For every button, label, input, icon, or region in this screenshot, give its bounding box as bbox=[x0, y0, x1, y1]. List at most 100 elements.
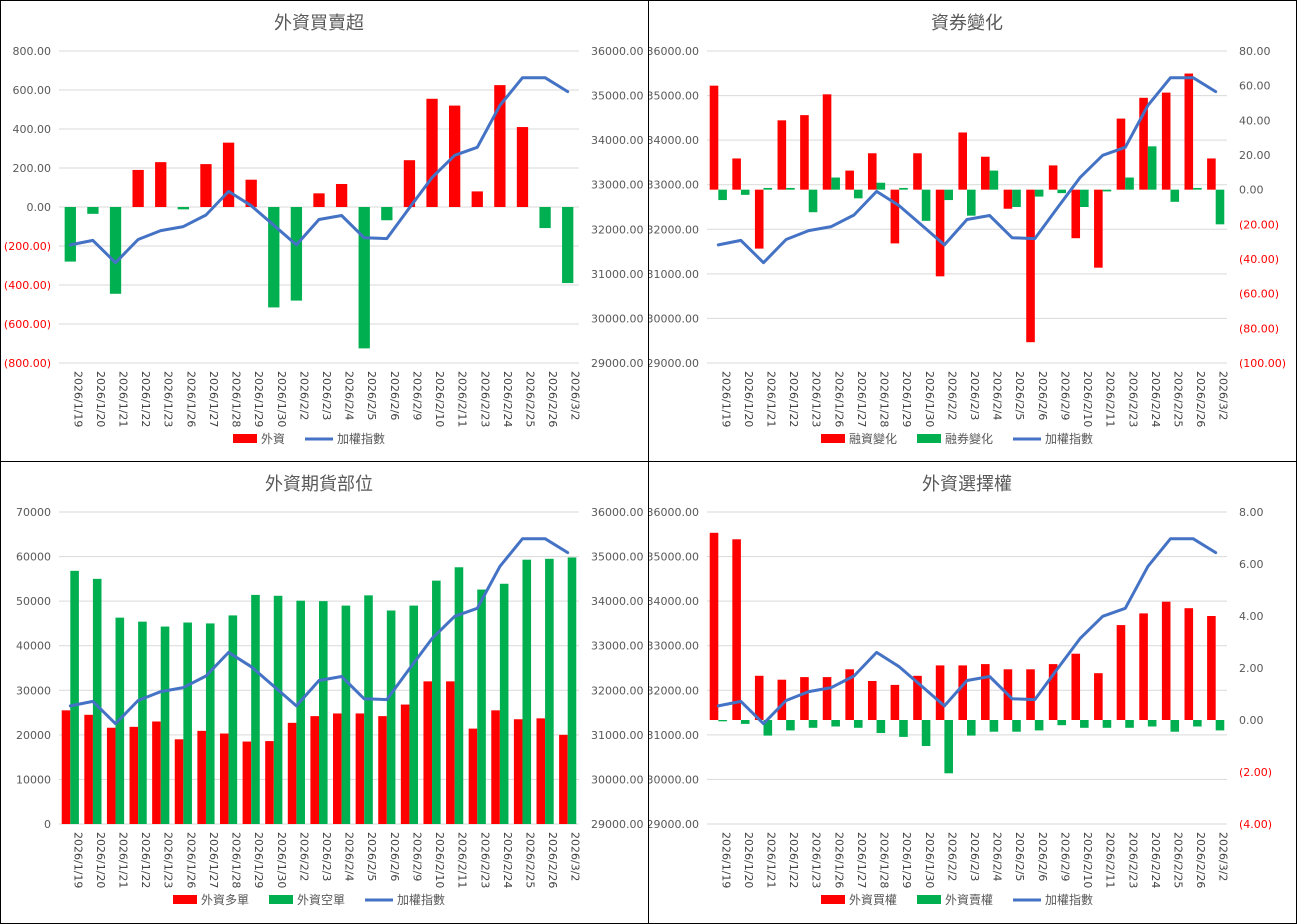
bar-融資變化 bbox=[1071, 189, 1081, 239]
bar-外資 bbox=[290, 207, 303, 301]
bar-融券變化 bbox=[1170, 189, 1180, 202]
chart-title: 外資選擇權 bbox=[922, 474, 1012, 495]
right-axis-tick-label: (4.00) bbox=[1239, 818, 1272, 831]
bar-外資買權 bbox=[709, 532, 719, 720]
category-label: 2026/2/2 bbox=[945, 371, 958, 420]
right-axis-tick-label: 2.00 bbox=[1239, 662, 1264, 675]
bar-融券變化 bbox=[944, 189, 953, 201]
legend-label: 加權指數 bbox=[337, 431, 385, 446]
category-label: 2026/2/24 bbox=[1149, 371, 1162, 427]
bar-外資多單 bbox=[197, 730, 206, 824]
category-label: 2026/1/28 bbox=[878, 832, 891, 888]
category-label: 2026/1/22 bbox=[139, 371, 152, 427]
bar-外資空單 bbox=[251, 594, 260, 824]
right-axis-tick-label: 0.00 bbox=[1239, 714, 1264, 727]
bar-融券變化 bbox=[853, 189, 863, 199]
legend-label: 外資賣權 bbox=[945, 892, 993, 907]
right-axis-tick-label: (80.00) bbox=[1239, 322, 1279, 335]
bar-融資變化 bbox=[845, 170, 854, 190]
category-label: 2026/2/23 bbox=[478, 371, 491, 427]
category-label: 2026/1/27 bbox=[207, 371, 220, 427]
category-label: 2026/2/10 bbox=[433, 371, 446, 427]
bar-外資賣權 bbox=[763, 720, 773, 736]
bar-融券變化 bbox=[1057, 189, 1067, 194]
bar-融券變化 bbox=[1012, 189, 1021, 207]
bar-外資 bbox=[222, 142, 235, 207]
chart-panel-foreign-futures: 外資期貨部位 0 10000 20000 30000 40000 50000 60000 700… bbox=[0, 461, 649, 924]
chart-margin-short-change: 資券變化 29000.00 30000.00 31000.00 32000.00 3300… bbox=[649, 13, 1286, 446]
bar-外資賣權 bbox=[899, 720, 908, 737]
bar-融券變化 bbox=[876, 182, 886, 190]
category-label: 2026/1/19 bbox=[719, 832, 732, 888]
category-label: 2026/2/24 bbox=[501, 371, 514, 427]
bar-外資多單 bbox=[152, 721, 161, 824]
chart-title: 資券變化 bbox=[931, 13, 1003, 34]
bar-融券變化 bbox=[763, 187, 773, 190]
bar-融資變化 bbox=[1116, 118, 1126, 190]
category-label: 2026/1/30 bbox=[275, 832, 288, 888]
bar-外資空單 bbox=[409, 605, 419, 824]
bar-外資多單 bbox=[265, 741, 274, 824]
bar-外資賣權 bbox=[876, 720, 886, 733]
category-label: 2026/2/10 bbox=[1081, 371, 1094, 427]
bar-融資變化 bbox=[1139, 97, 1148, 190]
bars bbox=[709, 73, 1225, 343]
bar-融資變化 bbox=[709, 85, 719, 190]
bar-融券變化 bbox=[1147, 146, 1157, 190]
bar-外資賣權 bbox=[718, 720, 727, 722]
left-axis-tick-label: 70000 bbox=[16, 506, 51, 519]
right-axis-tick-label: (40.00) bbox=[1239, 253, 1279, 266]
category-label: 2026/1/20 bbox=[94, 371, 107, 427]
category-label: 2026/2/2 bbox=[945, 832, 958, 881]
legend-swatch-融資變化 bbox=[821, 434, 845, 443]
category-axis: 2026/1/19 2026/1/20 2026/1/21 2026/1/22 2026… bbox=[719, 832, 1229, 888]
chart-panel-foreign-options: 外資選擇權 29000.00 30000.00 31000.00 32000.00 330… bbox=[648, 461, 1297, 924]
category-label: 2026/2/24 bbox=[501, 832, 514, 888]
bar-外資多單 bbox=[287, 722, 297, 824]
bar-融券變化 bbox=[1080, 189, 1089, 207]
category-label: 2026/2/3 bbox=[968, 832, 981, 881]
right-axis-tick-label: 32000.00 bbox=[591, 684, 644, 697]
right-axis-tick-label: 60.00 bbox=[1239, 80, 1271, 93]
bar-外資 bbox=[562, 207, 574, 284]
category-label: 2026/2/23 bbox=[478, 832, 491, 888]
category-label: 2026/1/20 bbox=[94, 832, 107, 888]
legend-label: 融券變化 bbox=[945, 431, 993, 446]
bar-外資賣權 bbox=[921, 720, 931, 746]
category-label: 2026/1/21 bbox=[765, 832, 778, 888]
bar-外資賣權 bbox=[1012, 720, 1021, 732]
legend-swatch-外資買權 bbox=[821, 895, 845, 904]
left-axis-tick-label: (800.00) bbox=[4, 357, 51, 370]
bar-融資變化 bbox=[935, 189, 945, 277]
bar-外資 bbox=[200, 164, 212, 207]
right-axis-tick-label: 4.00 bbox=[1239, 610, 1264, 623]
category-label: 2026/2/9 bbox=[410, 832, 423, 881]
bar-外資空單 bbox=[296, 600, 305, 824]
bar-外資賣權 bbox=[1034, 720, 1044, 731]
category-label: 2026/2/26 bbox=[1194, 371, 1207, 427]
category-label: 2026/1/19 bbox=[71, 832, 84, 888]
category-label: 2026/2/4 bbox=[343, 832, 356, 881]
category-label: 2026/1/28 bbox=[230, 832, 243, 888]
bar-外資 bbox=[268, 207, 280, 308]
bar-融券變化 bbox=[899, 187, 908, 190]
bar-外資買權 bbox=[777, 679, 787, 720]
bar-外資空單 bbox=[386, 610, 396, 824]
bar-融資變化 bbox=[981, 156, 990, 190]
category-label: 2026/1/29 bbox=[900, 371, 913, 427]
legend-label: 外資多單 bbox=[201, 893, 249, 907]
category-label: 2026/2/2 bbox=[297, 832, 310, 881]
left-axis-tick-label: 200.00 bbox=[13, 162, 52, 175]
right-axis-tick-label: 33000.00 bbox=[591, 179, 644, 192]
bar-外資買權 bbox=[1139, 613, 1148, 720]
category-label: 2026/2/26 bbox=[1194, 832, 1207, 888]
category-label: 2026/1/29 bbox=[252, 832, 265, 888]
chart-panel-foreign-net-buy: 外資買賣超 (800.00) (600.00) (400.00) (200.00) 0.0… bbox=[0, 0, 649, 462]
bar-外資空單 bbox=[341, 605, 351, 824]
bar-外資空單 bbox=[273, 595, 283, 824]
category-label: 2026/1/29 bbox=[252, 371, 265, 427]
bar-融券變化 bbox=[808, 189, 818, 213]
category-label: 2026/2/4 bbox=[991, 371, 1004, 420]
category-label: 2026/2/4 bbox=[343, 371, 356, 420]
bar-外資賣權 bbox=[831, 720, 840, 727]
